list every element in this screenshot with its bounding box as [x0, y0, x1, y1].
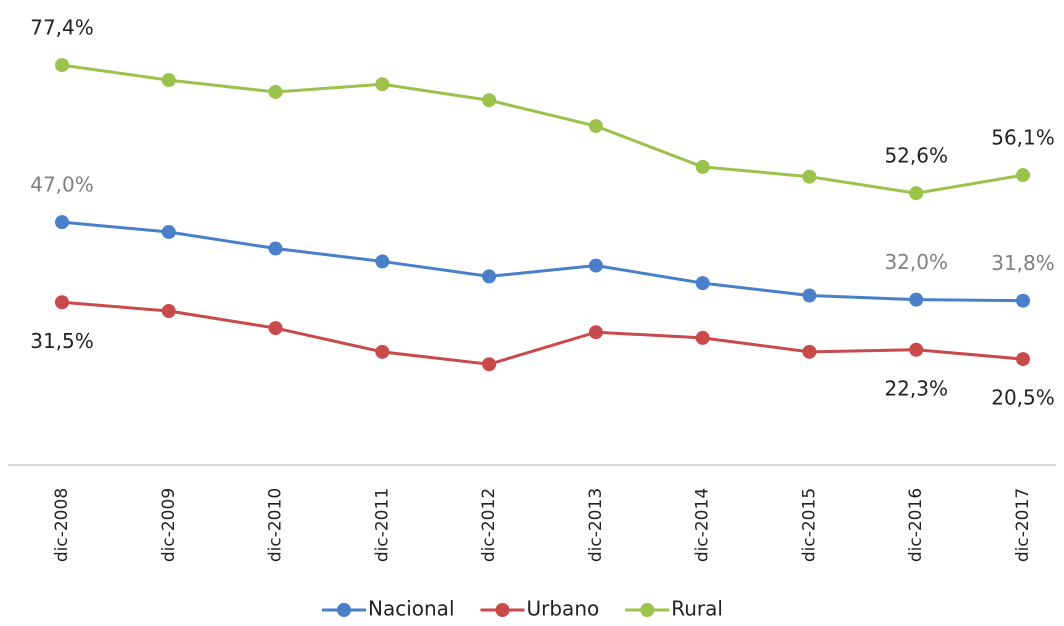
data-point	[482, 269, 497, 284]
value-label: 56,1%	[991, 126, 1055, 150]
data-point	[482, 93, 497, 108]
data-point	[588, 119, 603, 134]
x-tick-label: dic-2011	[372, 488, 392, 562]
data-point	[1016, 352, 1030, 367]
legend-label: Urbano	[527, 597, 600, 621]
data-point	[375, 254, 390, 269]
data-point	[695, 159, 710, 174]
x-tick-label: dic-2014	[693, 488, 713, 562]
x-tick-label: dic-2015	[799, 488, 819, 562]
data-point	[55, 295, 69, 310]
data-point	[588, 325, 603, 340]
data-point	[55, 58, 69, 73]
x-tick-label: dic-2010	[266, 488, 286, 562]
x-tick-label: dic-2016	[906, 488, 926, 562]
legend-label: Nacional	[368, 597, 455, 621]
data-point	[375, 77, 390, 92]
value-label: 52,6%	[884, 144, 948, 168]
legend-label: Rural	[671, 597, 723, 621]
series-line	[61, 300, 1024, 366]
value-label: 77,4%	[30, 16, 94, 40]
x-tick-label: dic-2008	[52, 488, 72, 562]
series-line	[61, 63, 1024, 195]
data-point	[695, 330, 710, 345]
value-label: 22,3%	[884, 376, 948, 400]
data-point	[909, 292, 924, 307]
x-tick-label: dic-2013	[586, 488, 606, 562]
data-point	[1016, 168, 1030, 183]
value-label: 32,0%	[884, 250, 948, 274]
data-point	[695, 276, 710, 291]
data-point	[268, 241, 283, 256]
data-point	[802, 288, 817, 303]
data-point	[802, 169, 817, 184]
data-point	[55, 215, 69, 230]
value-label: 31,5%	[30, 329, 94, 353]
data-point	[802, 344, 817, 359]
data-point	[909, 186, 924, 201]
value-label: 20,5%	[991, 386, 1055, 410]
data-point	[375, 344, 390, 359]
data-point	[161, 224, 176, 239]
legend-marker	[337, 603, 351, 617]
series-line	[61, 220, 1024, 303]
data-point	[588, 258, 603, 273]
legend-marker	[640, 603, 655, 617]
x-tick-label: dic-2017	[1013, 488, 1033, 562]
data-point	[161, 73, 176, 88]
legend-marker	[495, 603, 510, 617]
data-point	[268, 321, 283, 336]
data-point	[161, 304, 176, 319]
value-label: 31,8%	[991, 251, 1055, 275]
x-tick-label: dic-2009	[159, 488, 179, 562]
x-tick-label: dic-2012	[479, 488, 499, 562]
value-label: 47,0%	[30, 173, 94, 197]
data-point	[482, 357, 497, 372]
data-point	[268, 84, 283, 99]
data-point	[909, 342, 924, 357]
data-point	[1016, 293, 1030, 308]
